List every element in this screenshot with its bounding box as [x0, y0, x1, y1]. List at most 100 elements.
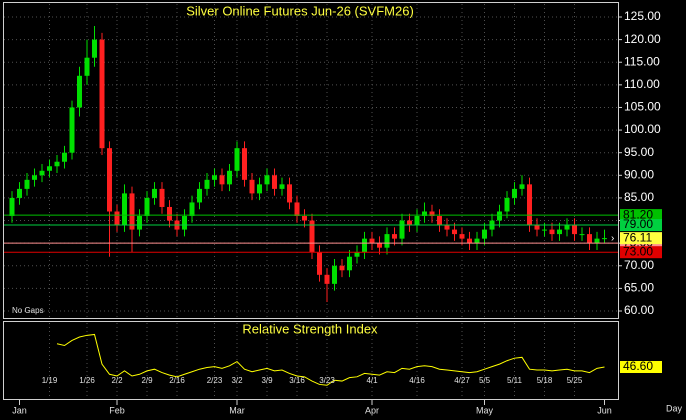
- x-tick-label: 5/25: [567, 376, 583, 385]
- candle-body: [542, 229, 547, 231]
- y-tick-label: 105.00: [624, 100, 661, 114]
- candle-body: [572, 225, 577, 235]
- candle-body: [137, 216, 142, 230]
- candle-body: [467, 238, 472, 244]
- candle-body: [399, 220, 405, 239]
- candle-body: [384, 234, 390, 248]
- candle-body: [392, 234, 397, 239]
- rsi-last-box: [620, 360, 662, 373]
- level-label-box: [620, 209, 662, 222]
- y-tick-label: 65.00: [624, 281, 654, 295]
- candle-body: [219, 175, 225, 185]
- candle-body: [549, 229, 555, 235]
- x-tick-label: 1/26: [79, 376, 95, 385]
- candle-body: [557, 229, 562, 235]
- x-tick-label: 2/23: [207, 376, 223, 385]
- candle-body: [459, 234, 465, 239]
- candle-body: [159, 188, 165, 207]
- candle-body: [309, 220, 315, 253]
- candle-body: [377, 243, 382, 248]
- rsi-line: [56, 333, 605, 386]
- last-price-arrow: ›: [611, 233, 614, 244]
- candle-body: [429, 211, 435, 217]
- x-tick-label: 3/16: [289, 376, 305, 385]
- x-tick-label: 5/18: [537, 376, 553, 385]
- candle-body: [519, 184, 525, 189]
- candle-body: [204, 179, 210, 189]
- level-label-box: [620, 219, 662, 232]
- candle-body: [114, 211, 120, 226]
- y-tick-label: 85.00: [624, 190, 654, 204]
- candle-body: [122, 193, 127, 226]
- candle-body: [189, 202, 195, 217]
- candle-body: [84, 57, 90, 76]
- x-tick-label: 2/9: [141, 376, 153, 385]
- candle-body: [17, 188, 22, 198]
- candle-body: [32, 175, 37, 180]
- month-label: Apr: [365, 405, 379, 415]
- y-tick-label: 110.00: [624, 77, 660, 91]
- candle-body: [362, 238, 367, 253]
- candle-body: [227, 170, 232, 185]
- x-tick-label: 4/16: [409, 376, 425, 385]
- last-price-box: [620, 232, 662, 245]
- candle-body: [407, 220, 412, 226]
- candle-body: [129, 193, 135, 230]
- candle-body: [534, 225, 540, 230]
- level-label: 79.00: [623, 217, 653, 231]
- candle-body: [369, 238, 375, 244]
- price-panel: [3, 2, 619, 319]
- candle-body: [182, 216, 187, 230]
- y-tick-label: 100.00: [624, 122, 661, 136]
- month-label: Mar: [229, 405, 245, 415]
- y-tick-label: 70.00: [624, 258, 654, 272]
- candle-body: [354, 252, 360, 257]
- rsi-panel: [3, 321, 619, 400]
- candle-body: [107, 148, 112, 212]
- candle-body: [587, 234, 592, 244]
- x-tick-label: 3/23: [319, 376, 335, 385]
- candle-body: [197, 188, 202, 203]
- candle-body: [414, 216, 420, 226]
- x-tick-label: 3/2: [231, 376, 243, 385]
- candle-body: [504, 197, 510, 212]
- candle-body: [99, 39, 105, 149]
- x-tick-label: 1/19: [42, 376, 58, 385]
- candle-body: [39, 170, 45, 176]
- rsi-last-label: 46.60: [623, 359, 653, 373]
- level-label-box: [620, 246, 662, 259]
- y-tick-label: 90.00: [624, 167, 654, 181]
- candle-body: [437, 216, 442, 226]
- candle-body: [482, 229, 487, 239]
- x-tick-label: 3/9: [261, 376, 273, 385]
- month-label: Feb: [109, 405, 125, 415]
- last-price-label: 76.11: [623, 230, 652, 244]
- gaps-note: No Gaps: [12, 306, 44, 315]
- candle-body: [564, 225, 570, 230]
- candle-body: [339, 265, 345, 271]
- candle-body: [579, 234, 585, 236]
- y-tick-label: 125.00: [624, 9, 661, 23]
- candle-body: [444, 225, 450, 230]
- x-tick-label: 2/16: [169, 376, 185, 385]
- candle-body: [317, 252, 322, 275]
- y-tick-label: 115.00: [624, 54, 660, 68]
- level-label: 81.20: [623, 207, 653, 221]
- candle-body: [332, 265, 337, 284]
- candle-body: [234, 148, 240, 171]
- x-tick-label: 4/27: [454, 376, 470, 385]
- x-tick-label: 5/5: [479, 376, 491, 385]
- chart-title: Silver Online Futures Jun-26 (SVFM26): [186, 3, 414, 18]
- candle-body: [54, 161, 60, 167]
- candle-body: [497, 211, 502, 221]
- candle-body: [212, 175, 217, 180]
- candle-body: [302, 216, 307, 221]
- month-label: May: [476, 405, 494, 415]
- level-label: 73.00: [623, 244, 653, 258]
- candle-body: [602, 238, 607, 240]
- candle-body: [279, 184, 285, 189]
- candle-body: [257, 184, 262, 194]
- candle-body: [264, 175, 270, 185]
- candle-body: [422, 211, 427, 217]
